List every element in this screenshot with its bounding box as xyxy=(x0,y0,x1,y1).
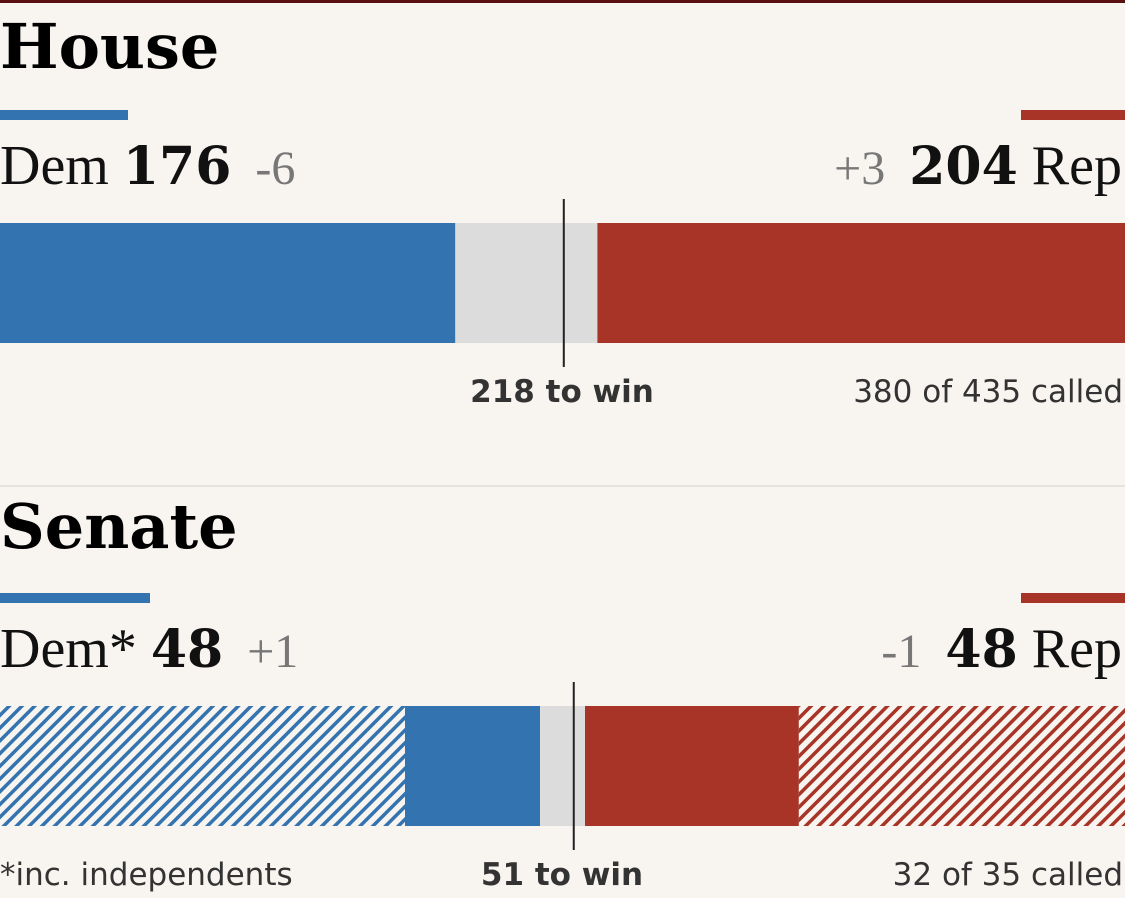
party-swatch xyxy=(1021,110,1125,120)
party-label: Rep xyxy=(1032,135,1122,197)
rep-row: -1 48 Rep xyxy=(881,618,1122,680)
chamber-title: House xyxy=(0,10,219,83)
called-label: 32 of 35 called xyxy=(893,857,1123,893)
rep-won-bar xyxy=(585,706,799,826)
senate-panel: Senate Dem* 48 +1 -1 48 Rep *inc. independ… xyxy=(0,490,1125,893)
rep-bar xyxy=(597,223,1125,343)
seat-change: +3 xyxy=(834,142,885,195)
party-label: Dem xyxy=(0,135,109,197)
party-swatch xyxy=(0,110,128,120)
top-rule xyxy=(0,0,1125,3)
called-label: 380 of 435 called xyxy=(853,374,1123,410)
party-label: Dem* xyxy=(0,618,137,680)
seat-count: 48 xyxy=(945,619,1017,680)
dem-won-bar xyxy=(405,706,540,826)
to-win-label: 51 to win xyxy=(481,857,643,893)
chamber-title: Senate xyxy=(0,490,238,563)
rep-row: +3 204 Rep xyxy=(834,135,1122,197)
dem-row: Dem* 48 +1 xyxy=(0,618,298,680)
footnote: *inc. independents xyxy=(0,857,293,893)
rep-holdover-bar xyxy=(798,706,1125,826)
dem-holdover-bar xyxy=(0,706,405,826)
party-swatch xyxy=(0,593,150,603)
dem-row: Dem 176 -6 xyxy=(0,135,295,197)
to-win-label: 218 to win xyxy=(470,374,654,410)
seat-count: 176 xyxy=(123,136,232,197)
dem-bar xyxy=(0,223,456,343)
seat-change: -6 xyxy=(255,142,295,195)
party-label: Rep xyxy=(1032,618,1122,680)
party-swatch xyxy=(1021,593,1125,603)
seat-count: 48 xyxy=(151,619,223,680)
seat-count: 204 xyxy=(909,136,1018,197)
house-panel: House Dem 176 -6 +3 204 Rep 218 to win 380… xyxy=(0,10,1125,410)
seat-change: +1 xyxy=(247,625,298,678)
seat-change: -1 xyxy=(881,625,921,678)
